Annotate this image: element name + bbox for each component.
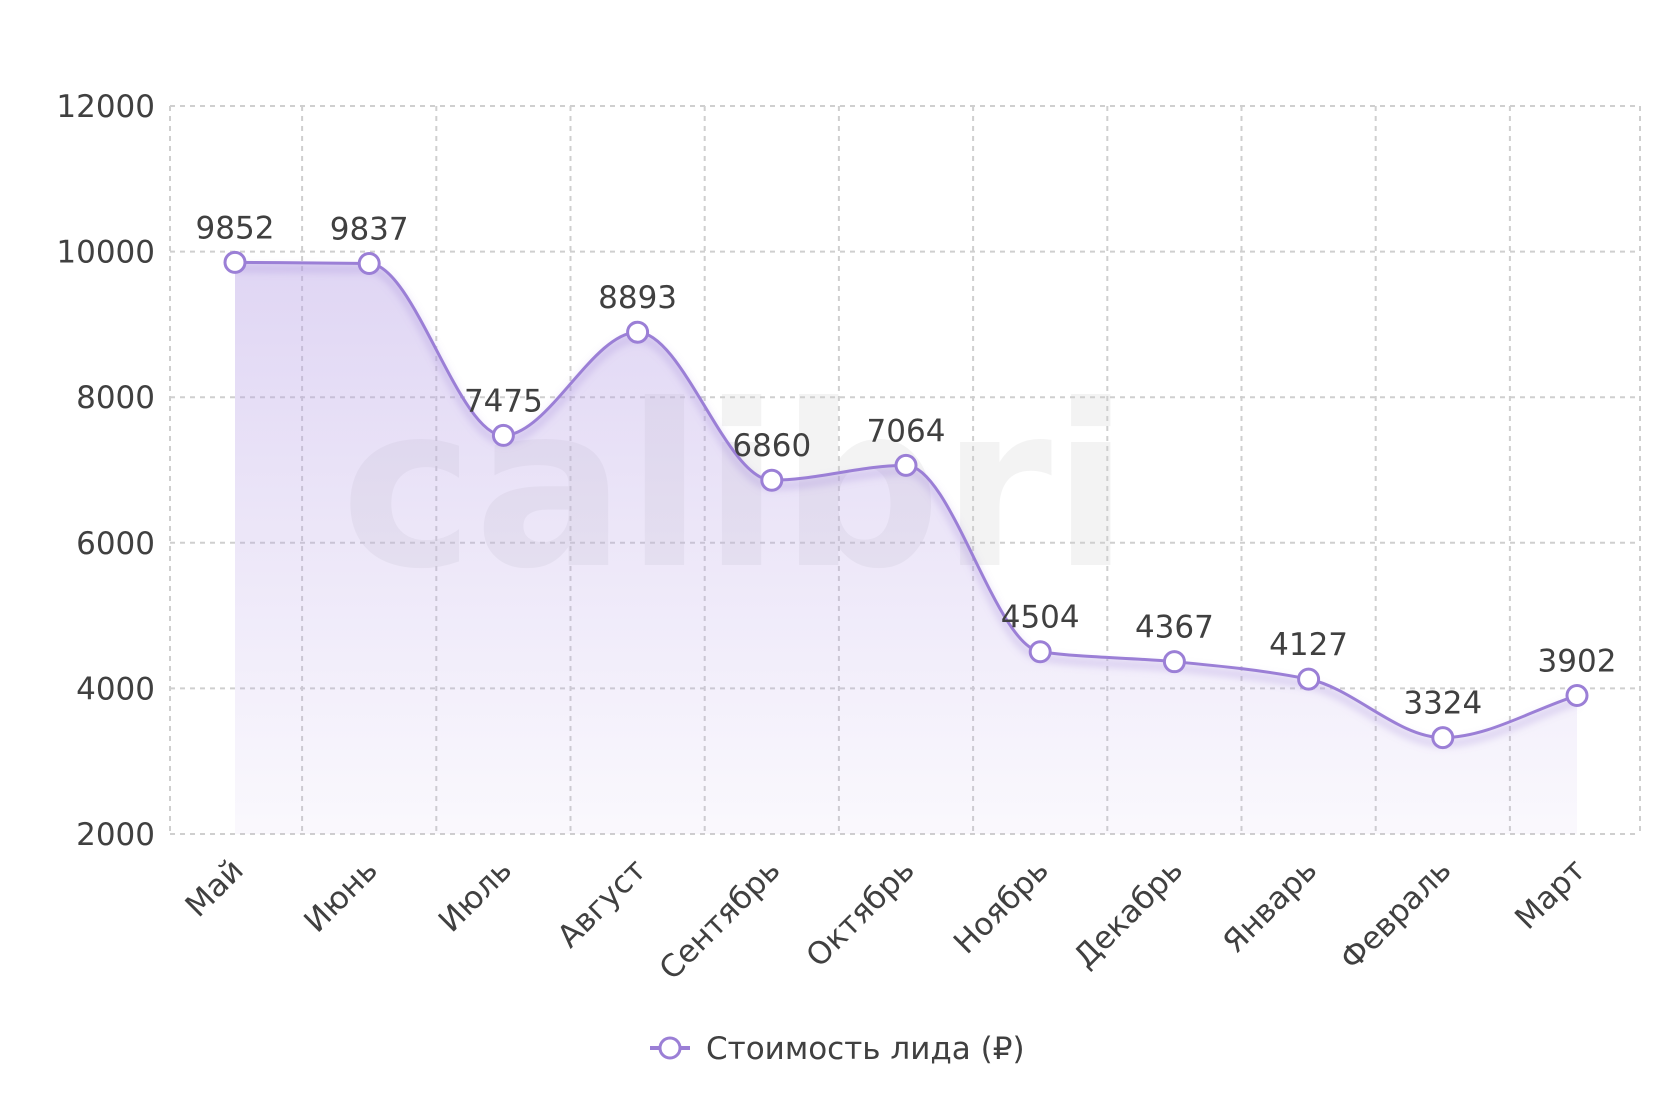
x-axis: Май Июнь Июль Август Сентябрь Октябрь Ноябрь Де… <box>179 852 1593 987</box>
data-point[interactable] <box>626 320 650 344</box>
y-tick-label: 8000 <box>76 380 155 416</box>
y-tick-label: 10000 <box>56 235 155 271</box>
data-points <box>223 250 1589 750</box>
x-tick-label: Август <box>551 852 654 955</box>
area-layer <box>234 260 1578 834</box>
data-point[interactable] <box>223 250 247 274</box>
legend-marker-icon <box>658 1036 682 1060</box>
data-label: 7064 <box>867 413 946 449</box>
data-label: 8893 <box>598 280 677 316</box>
data-label: 9852 <box>196 210 275 246</box>
x-tick-label: Февраль <box>1333 852 1458 977</box>
y-tick-label: 4000 <box>76 671 155 707</box>
data-label: 9837 <box>330 211 409 247</box>
data-label: 6860 <box>732 428 811 464</box>
data-label: 7475 <box>464 383 543 419</box>
data-point[interactable] <box>894 453 918 477</box>
x-tick-label: Март <box>1508 852 1592 936</box>
series-area <box>235 262 1577 834</box>
data-label: 3324 <box>1403 686 1482 722</box>
series-line-shadow <box>234 265 1578 747</box>
x-tick-label: Май <box>179 852 251 924</box>
x-tick-label: Сентябрь <box>653 852 788 987</box>
legend-label: Стоимость лида (₽) <box>706 1031 1025 1067</box>
data-label: 4127 <box>1269 627 1348 663</box>
data-point[interactable] <box>1565 684 1589 708</box>
y-tick-label: 12000 <box>56 89 155 125</box>
y-axis: 2000 4000 6000 8000 10000 12000 <box>56 89 155 853</box>
data-label: 4504 <box>1001 600 1080 636</box>
data-point[interactable] <box>1162 650 1186 674</box>
y-tick-label: 2000 <box>76 817 155 853</box>
data-point[interactable] <box>1431 726 1455 750</box>
x-tick-label: Июнь <box>297 852 385 940</box>
data-point[interactable] <box>1028 640 1052 664</box>
x-tick-label: Декабрь <box>1067 852 1190 975</box>
data-label: 3902 <box>1538 644 1617 680</box>
x-tick-label: Январь <box>1216 852 1324 960</box>
data-labels: 9852 9837 7475 8893 6860 7064 4504 4367 4127 3324… <box>196 210 1617 721</box>
legend[interactable]: Стоимость лида (₽) <box>650 1031 1025 1067</box>
data-label: 4367 <box>1135 610 1214 646</box>
series-line <box>234 260 1578 740</box>
x-tick-label: Ноябрь <box>947 852 1056 961</box>
y-tick-label: 6000 <box>76 526 155 562</box>
x-tick-label: Июль <box>432 852 519 939</box>
data-point[interactable] <box>1297 667 1321 691</box>
data-point[interactable] <box>491 423 515 447</box>
data-point[interactable] <box>357 251 381 275</box>
x-tick-label: Октябрь <box>799 852 921 974</box>
data-point[interactable] <box>760 468 784 492</box>
